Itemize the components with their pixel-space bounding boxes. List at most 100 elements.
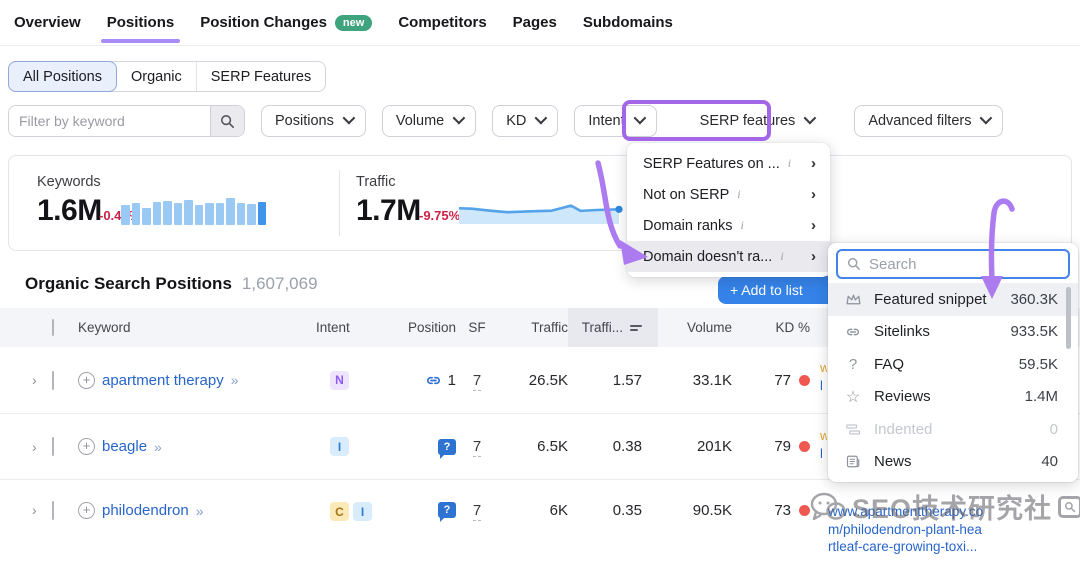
keywords-label: Keywords: [37, 174, 101, 190]
submenu-item-faq[interactable]: ? FAQ 59.5K: [828, 348, 1078, 381]
search-icon: [220, 114, 234, 128]
keywords-change: -0.46%: [99, 208, 141, 223]
submenu-item-sitelinks[interactable]: Sitelinks 933.5K: [828, 316, 1078, 349]
indented-bars-icon: [844, 423, 862, 436]
column-header-volume[interactable]: Volume: [686, 320, 732, 335]
tab-position-changes[interactable]: Position Changes new: [200, 14, 373, 31]
submenu-search-input[interactable]: [869, 255, 1059, 273]
submenu-chevron-icon: ›: [811, 155, 816, 172]
submenu-item-news[interactable]: News 40: [828, 446, 1078, 479]
row-checkbox[interactable]: [52, 437, 54, 456]
intent-badge: I: [330, 437, 349, 456]
filter-chip-intent[interactable]: Intent: [574, 105, 657, 137]
segment-organic[interactable]: Organic: [117, 62, 197, 91]
submenu-search-box: [836, 249, 1070, 279]
open-keyword-icon[interactable]: »: [154, 438, 162, 455]
positions-type-segmented: All Positions Organic SERP Features: [8, 61, 327, 92]
keyword-link[interactable]: apartment therapy: [102, 371, 224, 389]
kd-difficulty-dot: [799, 505, 810, 516]
segment-all-positions[interactable]: All Positions: [8, 61, 117, 92]
url-sliver: w: [820, 428, 827, 441]
tab-pages[interactable]: Pages: [512, 14, 557, 31]
featured-snippet-crown-icon: [844, 292, 862, 307]
result-url-link[interactable]: www.apartmenttherapy.co m/philodendron-p…: [828, 504, 984, 554]
sitelinks-chain-icon: [844, 324, 862, 340]
intent-badge: N: [330, 370, 349, 390]
keyword-filter-input[interactable]: [9, 106, 210, 136]
url-sliver: l: [820, 378, 823, 391]
add-keyword-icon[interactable]: +: [78, 371, 95, 389]
filter-chip-volume[interactable]: Volume: [381, 105, 477, 137]
column-header-kd[interactable]: KD %: [775, 320, 810, 335]
filter-chip-advanced-filters[interactable]: Advanced filters: [854, 105, 1004, 137]
tab-overview[interactable]: Overview: [14, 14, 81, 31]
reviews-star-icon: ☆: [845, 388, 861, 406]
keyword-search-button[interactable]: [210, 106, 244, 136]
sf-value[interactable]: 7: [472, 371, 482, 391]
traffic-pct-value: 0.38: [612, 438, 642, 455]
expand-row-chevron[interactable]: ›: [32, 502, 37, 518]
column-header-intent[interactable]: Intent: [316, 320, 350, 335]
traffic-change: -9.75%: [419, 208, 461, 223]
sf-value[interactable]: 7: [472, 438, 482, 457]
traffic-pct-value: 0.35: [612, 502, 642, 519]
position-value: 1: [447, 371, 456, 389]
submenu-item-reviews[interactable]: ☆ Reviews 1.4M: [845, 388, 1058, 406]
row-checkbox[interactable]: [52, 501, 54, 520]
info-icon: i: [780, 249, 784, 263]
column-header-traffic-pct[interactable]: Traffi...: [568, 308, 658, 347]
expand-row-chevron[interactable]: ›: [32, 372, 37, 388]
tab-competitors[interactable]: Competitors: [398, 14, 487, 31]
summary-divider: [339, 170, 340, 236]
kd-difficulty-dot: [799, 441, 810, 452]
chevron-down-icon: [980, 111, 993, 125]
select-all-checkbox[interactable]: [52, 319, 54, 336]
column-header-position[interactable]: Position: [407, 320, 456, 335]
menu-item-domain-doesnt-rank[interactable]: Domain doesn't ra... i ›: [627, 241, 830, 272]
filter-chip-positions[interactable]: Positions: [261, 105, 366, 137]
expand-row-chevron[interactable]: ›: [32, 438, 37, 455]
add-to-list-button[interactable]: + Add to list: [718, 276, 836, 304]
submenu-item-featured-snippet[interactable]: Featured snippet 360.3K: [828, 283, 1078, 316]
submenu-scrollbar-thumb[interactable]: [1066, 287, 1071, 349]
traffic-pct-value: 1.57: [612, 371, 642, 389]
volume-value: 33.1K: [692, 371, 732, 389]
people-also-ask-icon: ?: [438, 502, 456, 522]
summary-card: Keywords 1.6M -0.46% Traffic 1.7M -9.75%: [8, 155, 1072, 251]
menu-item-not-on-serp[interactable]: Not on SERP i ›: [643, 186, 816, 203]
add-keyword-icon[interactable]: +: [78, 502, 95, 519]
open-keyword-icon[interactable]: »: [195, 502, 204, 519]
keywords-value: 1.6M: [37, 194, 102, 227]
chevron-down-icon: [534, 111, 548, 125]
info-icon: i: [787, 156, 792, 170]
traffic-label: Traffic: [356, 174, 396, 190]
filter-chip-serp-features[interactable]: SERP features: [686, 105, 827, 137]
submenu-chevron-icon: ›: [811, 186, 816, 203]
submenu-item-indented: Indented 0: [828, 413, 1078, 446]
column-header-keyword[interactable]: Keyword: [78, 320, 131, 335]
serp-features-menu: SERP Features on ... i › Not on SERP i ›…: [627, 143, 830, 277]
menu-item-serp-features-on[interactable]: SERP Features on ... i ›: [643, 155, 816, 172]
tab-positions[interactable]: Positions: [100, 14, 181, 43]
kd-value: 77: [774, 371, 791, 389]
intent-badge: C: [330, 502, 349, 521]
menu-item-domain-ranks[interactable]: Domain ranks i ›: [643, 217, 816, 234]
open-keyword-icon[interactable]: »: [230, 372, 239, 388]
table-row: › + philodendron » C I ? 7 6K 0.35 90.5K…: [0, 480, 1080, 561]
tab-subdomains[interactable]: Subdomains: [582, 14, 673, 31]
filter-chip-kd[interactable]: KD: [492, 105, 559, 137]
faq-question-icon: ?: [848, 355, 858, 373]
url-sliver: l: [820, 446, 823, 459]
top-nav: Overview Positions Position Changes new …: [0, 0, 1080, 46]
sf-value[interactable]: 7: [472, 502, 482, 521]
keyword-link[interactable]: philodendron: [102, 502, 189, 519]
add-keyword-icon[interactable]: +: [78, 438, 95, 455]
column-header-traffic[interactable]: Traffic: [531, 320, 568, 335]
column-header-sf[interactable]: SF: [468, 320, 486, 335]
link-icon: [426, 376, 440, 384]
sparkline-endpoint-dot: [615, 205, 623, 213]
keyword-link[interactable]: beagle: [102, 438, 148, 455]
segment-serp-features[interactable]: SERP Features: [210, 68, 312, 85]
row-checkbox[interactable]: [52, 370, 54, 390]
